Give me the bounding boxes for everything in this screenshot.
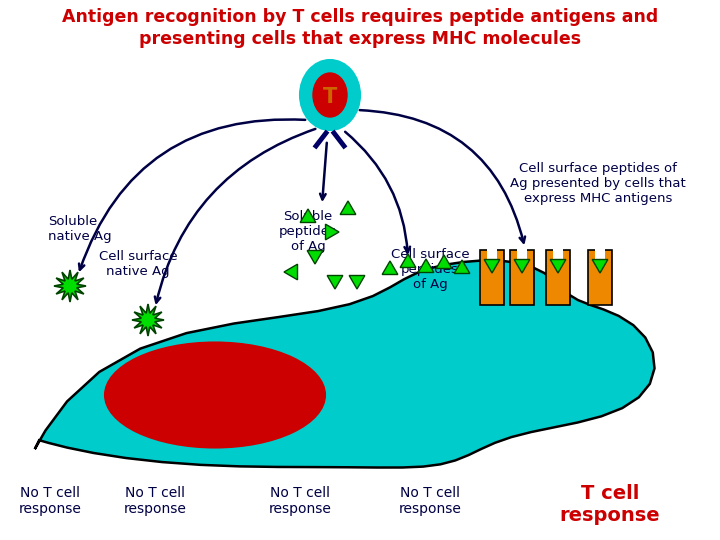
Polygon shape (307, 251, 323, 264)
Polygon shape (418, 259, 434, 273)
Bar (595, 248, 605, 266)
Bar (480, 250, 504, 305)
Polygon shape (484, 260, 500, 273)
Text: No T cell
response: No T cell response (399, 486, 462, 516)
Text: Soluble
peptides
of Ag: Soluble peptides of Ag (279, 210, 337, 253)
Text: T: T (323, 87, 337, 107)
Ellipse shape (313, 73, 347, 117)
Polygon shape (436, 255, 452, 268)
Polygon shape (284, 264, 297, 280)
Polygon shape (514, 260, 530, 273)
Polygon shape (592, 260, 608, 273)
Text: Cell surface
peptides
of Ag: Cell surface peptides of Ag (391, 248, 469, 291)
Polygon shape (35, 260, 654, 468)
Text: Soluble
native Ag: Soluble native Ag (48, 215, 112, 243)
Polygon shape (454, 260, 470, 273)
Text: Antigen recognition by T cells requires peptide antigens and: Antigen recognition by T cells requires … (62, 8, 658, 26)
Text: No T cell
response: No T cell response (269, 486, 331, 516)
Polygon shape (327, 275, 343, 289)
Text: presenting cells that express MHC molecules: presenting cells that express MHC molecu… (139, 30, 581, 48)
Text: T cell
response: T cell response (559, 484, 660, 525)
Text: Cell surface peptides of
Ag presented by cells that
express MHC antigens: Cell surface peptides of Ag presented by… (510, 162, 686, 205)
Text: No T cell
response: No T cell response (124, 486, 186, 516)
Ellipse shape (300, 60, 360, 130)
Bar (517, 248, 527, 266)
Polygon shape (340, 201, 356, 214)
Bar (588, 250, 612, 305)
Bar (546, 250, 570, 305)
Polygon shape (382, 261, 398, 274)
Bar (487, 248, 497, 266)
Polygon shape (325, 224, 339, 240)
Polygon shape (300, 209, 316, 222)
Ellipse shape (105, 342, 325, 448)
Bar (510, 250, 534, 305)
Polygon shape (400, 254, 416, 267)
Polygon shape (132, 304, 164, 336)
Polygon shape (349, 275, 365, 289)
Polygon shape (54, 270, 86, 302)
Text: No T cell
response: No T cell response (19, 486, 81, 516)
Text: Cell surface
native Ag: Cell surface native Ag (99, 250, 177, 278)
Polygon shape (550, 260, 566, 273)
Bar (553, 248, 563, 266)
